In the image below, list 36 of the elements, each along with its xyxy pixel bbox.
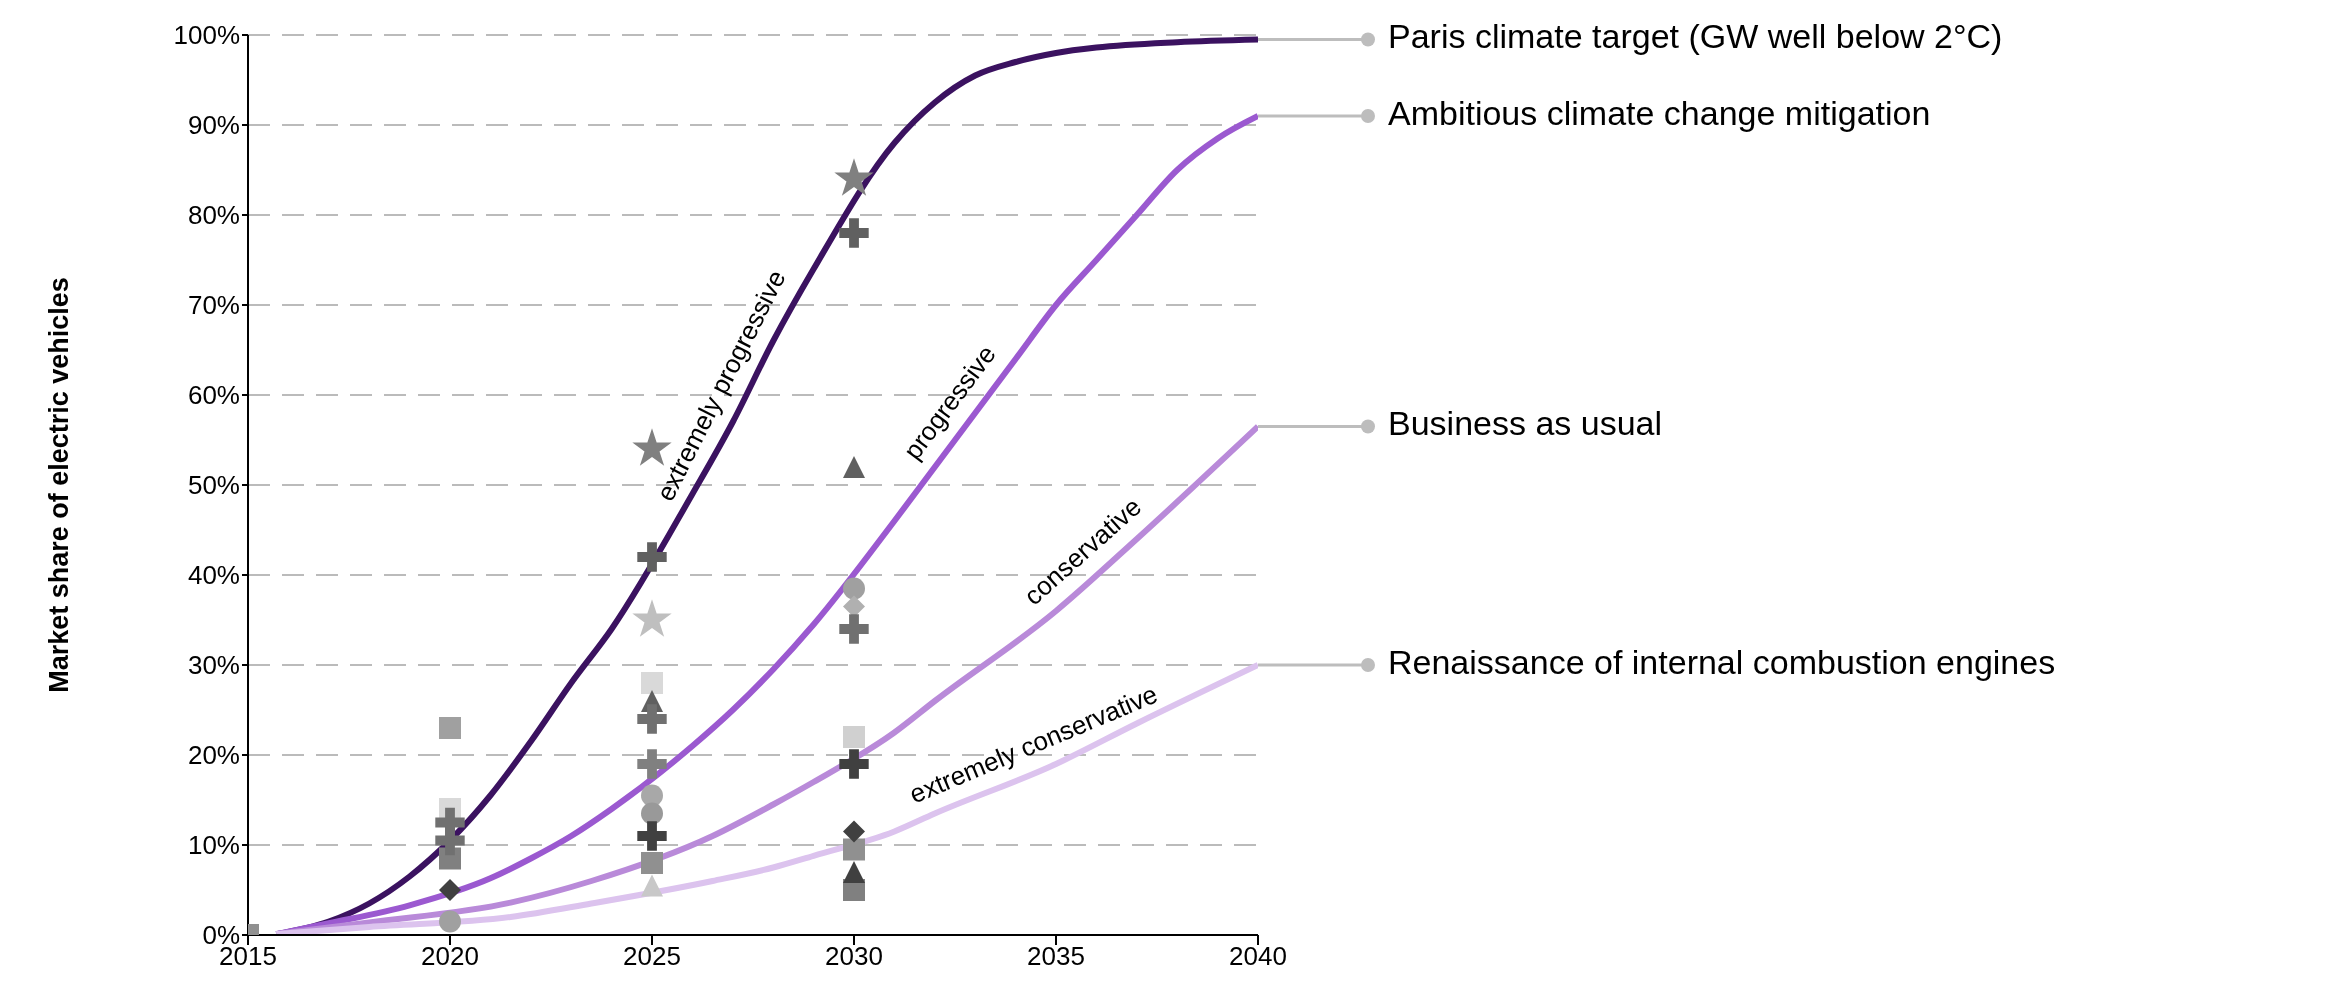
y-tick-label: 40% (187, 560, 240, 591)
y-tick-label: 90% (187, 110, 240, 141)
point (435, 825, 465, 856)
point (843, 456, 865, 478)
point (834, 158, 874, 196)
point (641, 672, 663, 694)
y-tick-label: 70% (187, 290, 240, 321)
y-tick-label: 100% (173, 20, 240, 51)
x-tick-label: 2040 (1229, 941, 1287, 972)
point (637, 704, 667, 734)
point (843, 577, 865, 600)
y-tick-label: 10% (187, 830, 240, 861)
x-tick-label: 2035 (1027, 941, 1085, 972)
text: Ambitious climate change mitigation (1388, 93, 1931, 132)
point (641, 852, 663, 874)
y-tick-label: 80% (187, 200, 240, 231)
point (843, 726, 865, 748)
point (632, 599, 672, 637)
text: Business as usual (1388, 404, 1663, 443)
point (439, 879, 461, 901)
x-tick-label: 2030 (825, 941, 883, 972)
y-tick-label: 20% (187, 740, 240, 771)
x-tick-label: 2020 (421, 941, 479, 972)
text: Renaissance of internal combustion engines (1388, 642, 2056, 681)
point (843, 838, 865, 861)
y-tick-label: 50% (187, 470, 240, 501)
point (843, 820, 865, 843)
text: Paris climate target (GW well below 2°C) (1388, 17, 2003, 56)
x-tick-label: 2025 (623, 941, 681, 972)
point (439, 910, 461, 933)
y-tick-label: 60% (187, 380, 240, 411)
y-axis-title: Market share of electric vehicles (43, 277, 74, 693)
point (839, 614, 869, 644)
point (641, 802, 663, 825)
y-tick-label: 30% (187, 650, 240, 681)
point (641, 874, 663, 897)
